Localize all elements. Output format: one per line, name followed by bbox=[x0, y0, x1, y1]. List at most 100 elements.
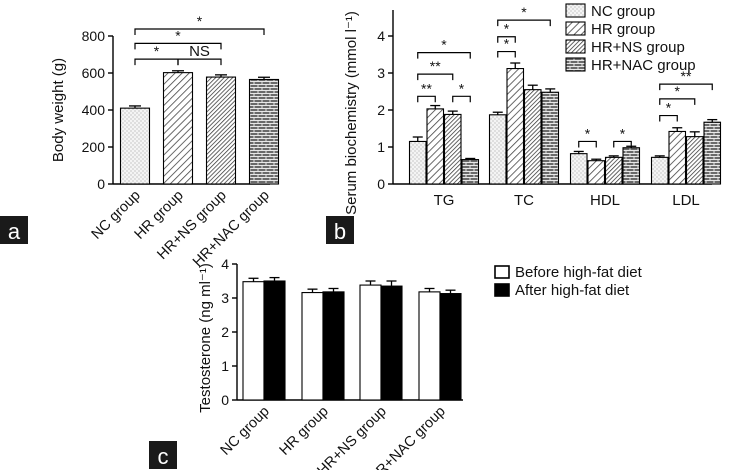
panel-b-y-tick-label: 1 bbox=[377, 139, 385, 155]
panel-b-y-tick-label: 2 bbox=[377, 102, 385, 118]
panel-b-significance-bracket bbox=[497, 19, 551, 27]
panel-b-legend-label: HR+NS group bbox=[591, 39, 685, 56]
panel-b-significance-bracket bbox=[417, 73, 454, 81]
panel-a-y-tick-label: 800 bbox=[82, 28, 106, 44]
panel-b-bar bbox=[488, 114, 507, 185]
panel-c-legend-label: After high-fat diet bbox=[515, 282, 630, 299]
panel-b-significance-bracket bbox=[452, 95, 471, 103]
panel-b-legend-label: HR+NAC group bbox=[591, 57, 696, 74]
panel-b-x-tick-label: TC bbox=[514, 192, 534, 209]
panel-a-bar bbox=[205, 76, 237, 185]
panel-c-label-text: c bbox=[158, 444, 169, 469]
panel-a-label-text: a bbox=[8, 219, 21, 244]
panel-c-legend-swatch bbox=[494, 265, 510, 279]
panel-a-significance-bracket bbox=[134, 28, 265, 35]
panel-b-y-tick-label: 4 bbox=[377, 28, 385, 44]
panel-b-significance-bracket-label: * bbox=[675, 83, 681, 99]
panel-c-bar bbox=[359, 284, 382, 401]
panel-b-bar bbox=[703, 121, 722, 185]
panel-b-significance-bracket bbox=[613, 140, 632, 148]
panel-a-significance-bracket-label: NS bbox=[189, 43, 210, 60]
panel-b-bar bbox=[668, 130, 687, 185]
panel-b-legend-label: NC group bbox=[591, 3, 655, 20]
panel-a-significance-bracket-label: * bbox=[154, 43, 160, 59]
panel-b-significance-bracket-label: ** bbox=[421, 80, 432, 96]
panel-c-y-tick-label: 4 bbox=[221, 256, 229, 272]
panel-a-bar bbox=[119, 107, 151, 185]
panel-a-y-tick-label: 0 bbox=[97, 176, 105, 192]
panel-b-significance-bracket-label: * bbox=[521, 4, 527, 20]
panel-b-x-tick-label: LDL bbox=[672, 192, 700, 209]
panel-c-y-tick-label: 2 bbox=[221, 324, 229, 340]
panel-b-bar bbox=[587, 160, 606, 185]
panel-b-significance-bracket-label: * bbox=[620, 125, 626, 141]
panel-b-bar bbox=[443, 113, 462, 185]
panel-b-x-tick-label: TG bbox=[434, 192, 455, 209]
panel-a-y-tick-label: 600 bbox=[82, 65, 106, 81]
panel-b-legend-swatch bbox=[565, 39, 586, 54]
panel-b-bar bbox=[604, 156, 623, 185]
panel-a-significance-bracket-label: * bbox=[175, 27, 181, 43]
panel-c-bar bbox=[439, 293, 462, 401]
panel-b-significance-bracket bbox=[659, 98, 696, 105]
panel-a-y-tick-label: 400 bbox=[82, 102, 106, 118]
panel-b-significance-bracket-label: ** bbox=[430, 58, 441, 74]
panel-b-label-text: b bbox=[334, 219, 346, 244]
panel-c-y-tick-label: 1 bbox=[221, 358, 229, 374]
panel-c-bar bbox=[263, 280, 286, 401]
panel-b-significance-bracket-label: ** bbox=[681, 68, 692, 84]
panel-a-significance-bracket bbox=[177, 58, 222, 66]
panel-b-bar bbox=[426, 108, 445, 185]
panel-c-bar bbox=[380, 285, 403, 401]
panel-a-label: a bbox=[0, 216, 28, 244]
panel-c-bar bbox=[242, 281, 265, 401]
panel-b-x-tick-label: HDL bbox=[590, 192, 620, 209]
panel-b-bar bbox=[461, 159, 480, 185]
panel-b-bar bbox=[622, 147, 641, 185]
panel-b-significance-bracket bbox=[497, 50, 516, 58]
panel-a-significance-bracket-label: * bbox=[197, 13, 203, 29]
panel-c-legend-label: Before high-fat diet bbox=[515, 264, 643, 281]
panel-b-bar bbox=[506, 68, 525, 185]
panel-b-bar bbox=[523, 89, 542, 185]
panel-c-x-tick-label: HR group bbox=[277, 404, 332, 459]
panel-b-significance-bracket-label: * bbox=[666, 100, 672, 116]
panel-b-bar bbox=[408, 140, 427, 185]
panel-b-bar bbox=[650, 156, 669, 185]
panel-c-x-tick-label: NC group bbox=[218, 404, 273, 459]
panel-a-significance-bracket bbox=[134, 58, 179, 66]
panel-b-significance-bracket-label: * bbox=[585, 125, 591, 141]
panel-a-bar bbox=[162, 72, 194, 185]
panel-a-y-tick-label: 200 bbox=[82, 139, 106, 155]
panel-c-bar bbox=[322, 291, 345, 401]
panel-b-significance-bracket bbox=[659, 114, 678, 122]
panel-b-y-tick-label: 0 bbox=[377, 176, 385, 192]
panel-b-significance-bracket-label: * bbox=[504, 36, 510, 52]
panel-b-legend-swatch bbox=[565, 3, 586, 18]
panel-c-y-tick-label: 3 bbox=[221, 290, 229, 306]
panel-a-significance-bracket bbox=[134, 42, 222, 50]
panel-b-significance-bracket bbox=[417, 95, 436, 103]
panel-b-significance-bracket bbox=[659, 83, 713, 91]
panel-b-legend-swatch bbox=[565, 21, 586, 36]
panel-b-significance-bracket-label: * bbox=[459, 80, 465, 96]
panel-b-legend-swatch bbox=[565, 57, 586, 72]
panel-b-significance-bracket bbox=[417, 52, 471, 59]
panel-c-legend-swatch bbox=[494, 283, 510, 297]
panel-c-y-label: Testosterone (ng ml⁻¹) bbox=[197, 263, 214, 413]
panel-b-bar bbox=[569, 153, 588, 185]
panel-b-bar bbox=[541, 91, 560, 185]
panel-b-y-label: Serum biochemistry (mmol l⁻¹) bbox=[343, 11, 360, 215]
panel-b-label: b bbox=[326, 216, 354, 244]
panel-c-y-tick-label: 0 bbox=[221, 392, 229, 408]
panel-c-label: c bbox=[149, 441, 177, 469]
panel-a-y-label: Body weight (g) bbox=[50, 58, 67, 162]
panel-a-x-tick-label: HR+NAC group bbox=[190, 188, 273, 271]
